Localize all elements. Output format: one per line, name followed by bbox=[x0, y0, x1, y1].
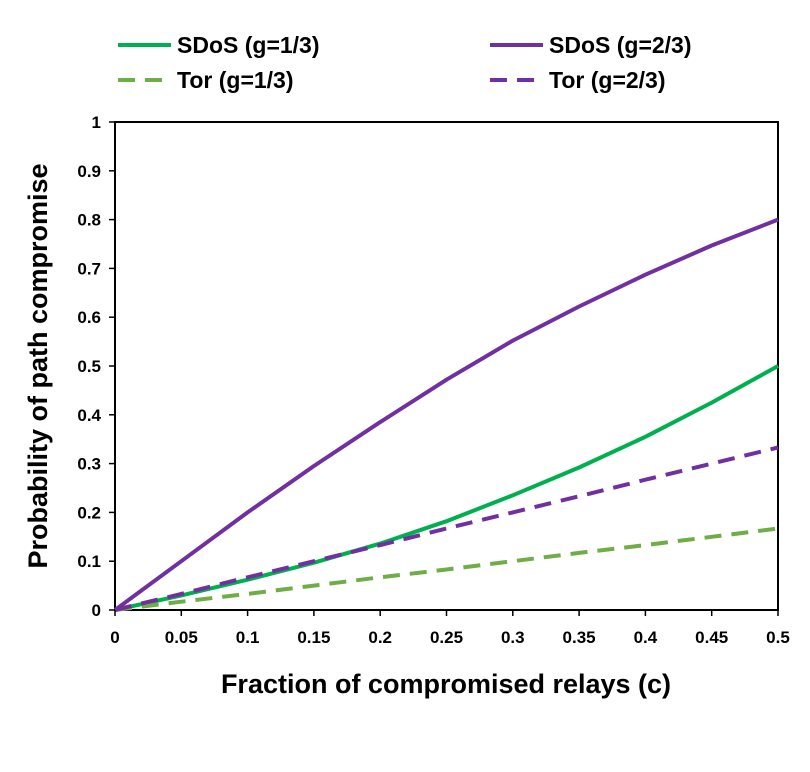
y-tick-label: 0.4 bbox=[77, 406, 101, 425]
legend-label-2: SDoS (g=2/3) bbox=[549, 32, 692, 58]
legend: SDoS (g=1/3) SDoS (g=2/3) Tor (g=1/3) Tor (… bbox=[118, 32, 692, 93]
y-tick-label: 0.2 bbox=[77, 503, 101, 522]
series-line-2 bbox=[113, 217, 779, 612]
series-line-3 bbox=[114, 526, 779, 612]
x-tick-label: 0.5 bbox=[766, 628, 790, 647]
x-tick-label: 0.25 bbox=[430, 628, 463, 647]
x-tick-label: 0.4 bbox=[634, 628, 658, 647]
y-tick-label: 0 bbox=[92, 601, 101, 620]
series-line-4 bbox=[114, 445, 779, 612]
x-tick-label: 0.1 bbox=[236, 628, 260, 647]
y-axis-title: Probability of path compromise bbox=[23, 163, 53, 568]
legend-label-3: Tor (g=1/3) bbox=[177, 67, 294, 93]
x-tick-label: 0.15 bbox=[297, 628, 330, 647]
y-axis-ticks: 0 0.1 0.2 0.3 0.4 0.5 0.6 0.7 0.8 0.9 1 bbox=[77, 113, 115, 620]
y-tick-label: 0.6 bbox=[77, 308, 101, 327]
y-tick-label: 0.5 bbox=[77, 357, 101, 376]
legend-label-4: Tor (g=2/3) bbox=[549, 67, 666, 93]
series-line-1 bbox=[114, 364, 779, 612]
x-axis-ticks: 0 0.05 0.1 0.15 0.2 0.25 0.3 0.35 0.4 0.45 0.5 bbox=[110, 610, 790, 647]
legend-label-1: SDoS (g=1/3) bbox=[177, 32, 320, 58]
x-tick-label: 0.2 bbox=[368, 628, 392, 647]
x-tick-label: 0.45 bbox=[695, 628, 728, 647]
x-axis-title: Fraction of compromised relays (c) bbox=[221, 669, 671, 699]
y-tick-label: 0.1 bbox=[77, 552, 101, 571]
y-tick-label: 0.9 bbox=[77, 162, 101, 181]
x-tick-label: 0.35 bbox=[563, 628, 596, 647]
series-layer bbox=[113, 217, 779, 612]
y-tick-label: 0.7 bbox=[77, 259, 101, 278]
y-tick-label: 0.8 bbox=[77, 211, 101, 230]
x-tick-label: 0 bbox=[110, 628, 119, 647]
y-tick-label: 1 bbox=[92, 113, 101, 132]
x-tick-label: 0.3 bbox=[501, 628, 525, 647]
y-tick-label: 0.3 bbox=[77, 455, 101, 474]
x-tick-label: 0.05 bbox=[165, 628, 198, 647]
